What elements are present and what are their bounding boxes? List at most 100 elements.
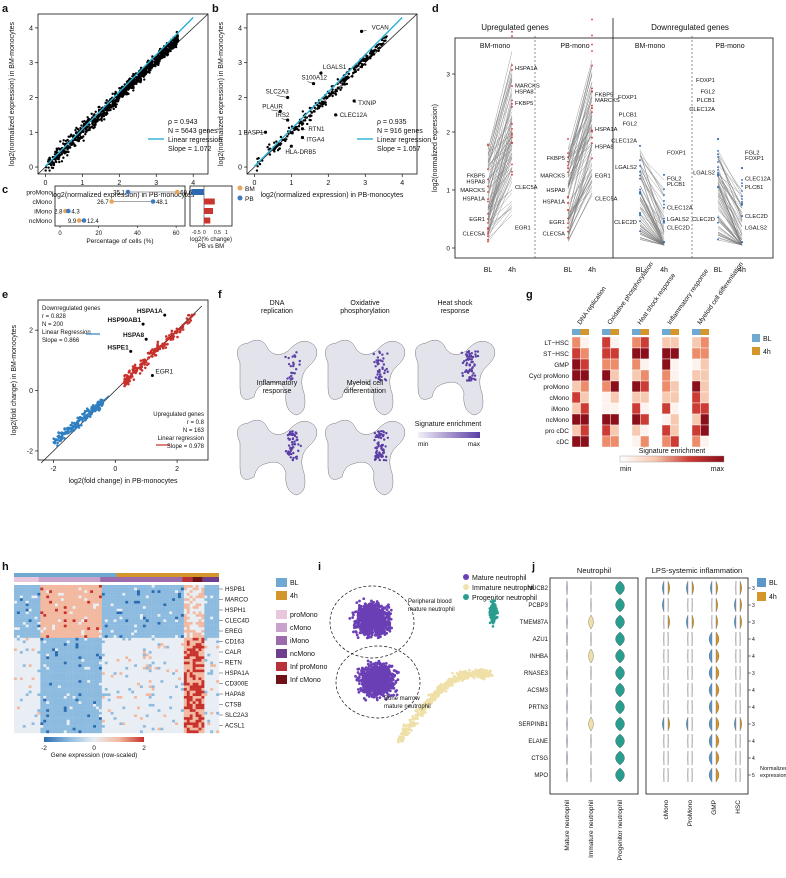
heatmap-cell <box>198 603 202 607</box>
x-tick-label-b: 2 <box>326 180 330 187</box>
heatmap-cell <box>93 640 97 644</box>
heatmap-cell <box>113 629 117 633</box>
umap-enrichment <box>465 369 468 372</box>
heatmap-cell <box>31 622 35 625</box>
gene-label-b: S100A12 <box>302 75 328 82</box>
heatmap-cell <box>151 606 155 609</box>
heatmap-cell <box>213 651 217 654</box>
heatmap-cell <box>107 656 111 660</box>
heatmap-cell <box>52 624 56 628</box>
heatmap-cell <box>163 611 167 615</box>
heatmap-cell <box>60 672 64 676</box>
heatmap-cell <box>14 619 18 623</box>
data-point-b <box>273 150 276 153</box>
heatmap-cell <box>75 637 79 641</box>
heatmap-cell <box>49 661 53 665</box>
heatmap-cell <box>55 653 59 657</box>
data-point-a <box>64 139 68 143</box>
heatmap-cell <box>28 590 32 594</box>
heatmap-cell <box>128 590 132 594</box>
heatmap-cell <box>134 598 138 602</box>
heatmap-cell <box>14 590 18 594</box>
heatmap-cell <box>75 661 79 665</box>
data-point-b <box>341 83 344 86</box>
heatmap-cell <box>148 653 152 657</box>
heatmap-cell <box>169 603 173 607</box>
heatmap-cell <box>125 661 129 665</box>
heatmap-cell <box>139 669 144 673</box>
heatmap-cell <box>87 651 91 654</box>
heatmap-cell <box>49 637 53 641</box>
heatmap-cell <box>37 645 41 649</box>
heatmap-cell <box>186 624 190 628</box>
heatmap-cell <box>198 606 202 609</box>
heatmap-cell <box>186 592 190 596</box>
heatmap-cell <box>110 659 114 662</box>
heatmap-cell <box>198 637 202 641</box>
heatmap-cell <box>49 611 53 615</box>
data-point-a <box>120 91 124 95</box>
heatmap-cell <box>189 645 193 649</box>
heatmap-cell <box>166 600 170 604</box>
up-point <box>132 378 136 381</box>
heatmap-cell <box>189 643 193 646</box>
heatmap-cell <box>69 629 73 633</box>
bl-mark-pb-up <box>567 230 569 233</box>
heatmap-cell <box>22 600 26 604</box>
c-value-right: 12.4 <box>87 219 99 225</box>
f-title: Inflammatory <box>257 380 298 387</box>
gene-trajectory-pb-down <box>717 153 743 221</box>
slope-frame <box>454 37 774 259</box>
heatmap-cell <box>31 619 35 623</box>
data-point-b <box>366 57 369 61</box>
heatmap-cell <box>154 643 158 646</box>
gene-trajectory-pb-down <box>717 158 743 199</box>
heatmap-cell <box>84 645 88 649</box>
stat-rho-a: ρ = 0.943 <box>168 119 198 126</box>
data-point-a <box>89 126 92 129</box>
heatmap-cell <box>101 645 105 649</box>
heatmap-cell <box>134 595 138 599</box>
heatmap-cell <box>175 635 179 639</box>
g-cell <box>661 369 671 382</box>
heatmap-cell <box>113 585 117 588</box>
umap-enrichment <box>376 360 380 363</box>
g-cell <box>631 435 641 448</box>
heatmap-cell <box>175 622 179 625</box>
heatmap-cell <box>46 637 50 641</box>
umap-enrichment <box>284 355 287 359</box>
heatmap-cell <box>87 648 91 652</box>
heatmap-cell <box>104 666 108 670</box>
heatmap-cell <box>14 651 18 654</box>
heatmap-cell <box>49 640 53 644</box>
heatmap-cell <box>154 627 158 631</box>
heatmap-cell <box>101 635 105 639</box>
heatmap-cell <box>40 585 44 588</box>
umap-enrichment <box>287 356 290 360</box>
heatmap-cell <box>172 598 176 602</box>
heatmap-cell <box>19 622 23 625</box>
gene-label-d: HSPA1A <box>543 200 566 206</box>
heatmap-cell <box>37 653 41 657</box>
heatmap-cell <box>216 635 220 639</box>
heatmap-cell <box>195 653 199 657</box>
gene-trajectory-pb-up <box>567 60 593 150</box>
g-cell <box>601 435 611 448</box>
umap-enrichment <box>374 365 377 368</box>
bl-mark-bm-down <box>639 230 641 233</box>
heatmap-cell <box>134 651 138 654</box>
heatmap-cell <box>90 629 94 633</box>
heatmap-cell <box>172 614 176 617</box>
c-row-label: iMono <box>34 209 52 216</box>
y-tick-label-b: 4 <box>238 25 242 32</box>
heatmap-cell <box>75 585 79 588</box>
gene-trajectory-pb-down <box>717 209 743 237</box>
heatmap-cell <box>207 595 211 599</box>
heatmap-cell <box>40 637 44 641</box>
heatmap-cell <box>37 627 41 631</box>
heatmap-cell <box>169 627 173 631</box>
heatmap-cell <box>16 648 21 652</box>
data-point-a <box>112 107 115 111</box>
heatmap-cell <box>87 666 91 670</box>
heatmap-cell <box>151 635 155 639</box>
